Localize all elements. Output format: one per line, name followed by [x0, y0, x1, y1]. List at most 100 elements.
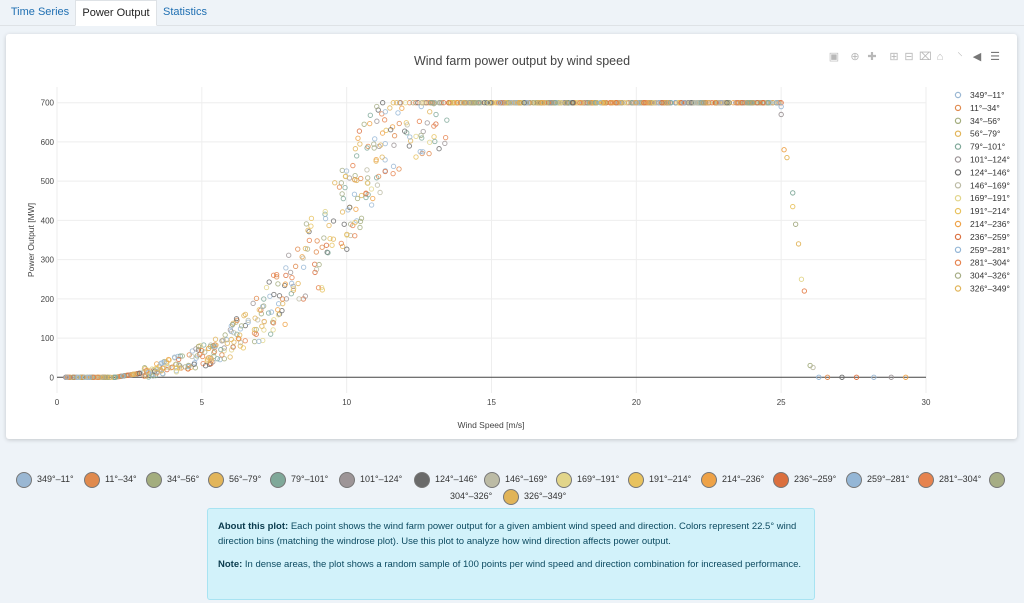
data-point [368, 202, 375, 208]
legend-marker [954, 91, 962, 99]
color-legend-item[interactable]: 34°–56° [146, 471, 199, 488]
data-point [363, 190, 369, 196]
data-point [319, 244, 325, 250]
color-legend-item[interactable]: 124°–146° [414, 471, 477, 488]
data-point [185, 362, 192, 369]
tab-power-output[interactable]: Power Output [75, 0, 157, 26]
data-point [388, 127, 394, 133]
data-point [339, 167, 345, 174]
x-tick-label: 10 [342, 398, 351, 407]
data-point [330, 218, 337, 224]
data-point [839, 374, 845, 380]
data-point [380, 100, 386, 106]
data-point [256, 338, 262, 345]
color-legend-label: 214°–236° [722, 474, 765, 484]
data-point [341, 221, 347, 227]
color-legend-item[interactable]: 236°–259° [773, 471, 837, 488]
data-point [287, 269, 294, 276]
color-swatch [270, 471, 286, 488]
color-legend-item[interactable]: 169°–191° [556, 471, 619, 488]
color-legend-label: 236°–259° [794, 474, 837, 484]
data-point [173, 365, 180, 371]
data-point [598, 100, 605, 106]
color-legend-label: 259°–281° [867, 474, 910, 484]
color-legend-item[interactable] [989, 471, 1010, 488]
spike-lines-icon[interactable]: ⸌ [957, 51, 963, 63]
data-point [251, 330, 258, 336]
data-point [325, 250, 331, 256]
data-point [395, 110, 401, 116]
data-point [433, 121, 439, 127]
legend-marker [954, 143, 962, 150]
data-point [703, 100, 709, 106]
home-icon[interactable]: ⌂ [936, 51, 944, 63]
color-legend-label: 281°–304° [939, 474, 982, 484]
hover-closest-icon[interactable]: ◀ [972, 51, 982, 63]
data-point [416, 118, 423, 124]
data-point [765, 100, 771, 106]
data-point [424, 120, 430, 126]
color-legend-item[interactable]: 56°–79° [208, 471, 262, 488]
data-point [506, 100, 512, 106]
data-point [433, 111, 439, 118]
data-point [222, 332, 228, 338]
color-swatch [84, 471, 100, 488]
data-point [373, 158, 379, 164]
pan-icon[interactable]: ✚ [867, 51, 877, 63]
data-point [275, 307, 281, 313]
data-point [229, 322, 236, 328]
color-legend-item[interactable]: 259°–281° [846, 471, 910, 488]
data-point [448, 100, 454, 106]
data-point [367, 120, 373, 127]
data-point [487, 100, 494, 106]
camera-icon[interactable]: ▣ [828, 51, 840, 63]
data-point [218, 346, 224, 353]
data-point [312, 261, 318, 267]
data-point [816, 374, 822, 380]
data-point [258, 311, 265, 317]
color-swatch [773, 471, 789, 488]
data-point [404, 122, 410, 128]
data-point [390, 170, 396, 177]
data-point [161, 359, 167, 365]
data-point [322, 208, 328, 215]
color-legend-item[interactable]: 101°–124° [339, 471, 402, 488]
color-legend-item[interactable]: 79°–101° [270, 471, 328, 488]
data-point [321, 235, 327, 241]
color-legend-item[interactable]: 214°–236° [701, 471, 765, 488]
color-legend-item[interactable]: 349°–11° [16, 471, 74, 488]
data-point [650, 100, 657, 106]
color-legend-item[interactable]: 146°–169° [484, 471, 547, 488]
color-legend-item[interactable]: 11°–34° [84, 471, 137, 488]
data-point [428, 100, 434, 106]
data-point [396, 120, 402, 127]
autoscale-icon[interactable]: ⌧ [919, 51, 932, 63]
data-point [219, 352, 225, 358]
data-point [330, 236, 337, 242]
data-point [659, 100, 665, 106]
data-point [778, 103, 784, 110]
zoom-in-icon[interactable]: ⊞ [889, 51, 899, 63]
data-point [274, 271, 280, 278]
legend-label: 326°–349° [970, 284, 1010, 294]
color-legend-item[interactable]: 281°–304° [918, 471, 982, 488]
x-tick-label: 5 [200, 398, 205, 407]
zoom-icon[interactable]: ⊕ [850, 51, 860, 63]
data-point [521, 100, 527, 106]
color-swatch [556, 471, 572, 488]
data-point [290, 283, 296, 289]
color-swatch [208, 471, 224, 488]
data-point [413, 133, 419, 140]
hover-compare-icon[interactable]: ☰ [990, 51, 1000, 63]
color-legend-item[interactable]: 191°–214° [628, 471, 691, 488]
color-legend-label: 56°–79° [229, 474, 262, 484]
tab-statistics[interactable]: Statistics [162, 6, 207, 18]
tab-time-series[interactable]: Time Series [10, 6, 70, 18]
data-point [623, 100, 629, 106]
color-legend-item[interactable]: 326°–349° [503, 488, 566, 505]
zoom-out-icon[interactable]: ⊟ [904, 51, 914, 63]
data-point [300, 264, 307, 270]
data-point [390, 100, 396, 106]
color-swatch [339, 471, 355, 488]
